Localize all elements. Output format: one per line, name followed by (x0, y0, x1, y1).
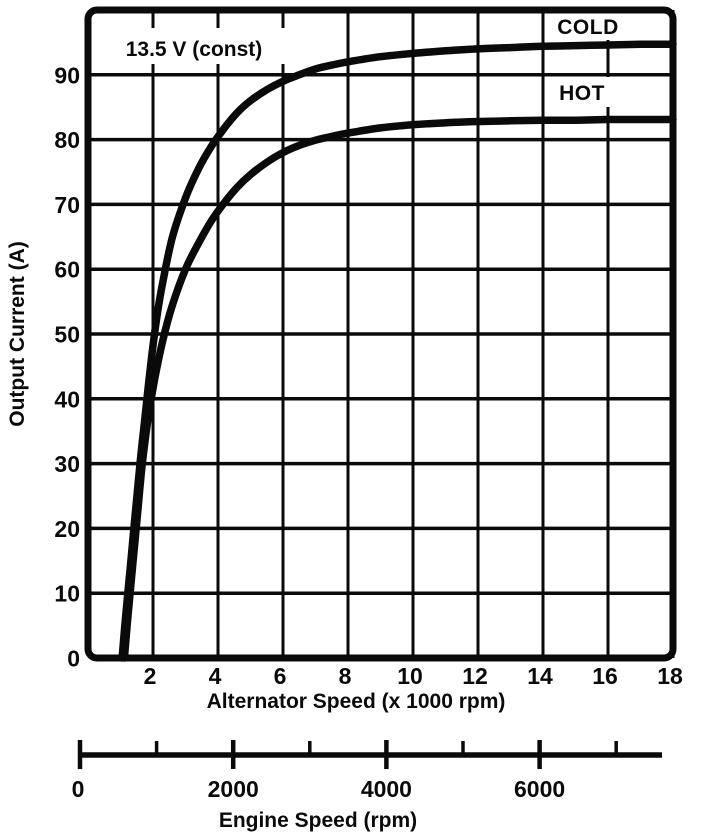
x-tick-label: 16 (592, 663, 618, 689)
hot-curve (120, 115, 677, 662)
engine-tick-label: 2000 (208, 776, 259, 802)
axis-tick-labels: 0 10 20 30 40 50 60 70 80 90 2 4 6 8 10 12 14 16 18 (54, 62, 683, 689)
engine-tick-label: 4000 (361, 776, 412, 802)
engine-tick-label: 6000 (514, 776, 565, 802)
engine-axis-title: Engine Speed (rpm) (219, 809, 417, 832)
hot-series-label: HOT (559, 82, 605, 105)
engine-speed-axis: 0 2000 4000 6000 (72, 740, 662, 802)
y-tick-label: 10 (54, 581, 80, 607)
annotation-mask (94, 28, 294, 64)
y-tick-label: 80 (54, 127, 80, 153)
x-tick-label: 2 (144, 663, 157, 689)
x-tick-label: 8 (339, 663, 352, 689)
y-tick-label: 0 (67, 646, 80, 672)
x-tick-label: 4 (209, 663, 222, 689)
plot-frame (84, 6, 677, 662)
y-tick-label: 60 (54, 257, 80, 283)
y-tick-label: 50 (54, 322, 80, 348)
x-tick-label: 18 (657, 663, 683, 689)
cold-label-mask (545, 13, 631, 40)
hot-label-mask (550, 77, 614, 107)
y-tick-label: 70 (54, 192, 80, 218)
x-tick-label: 12 (462, 663, 488, 689)
x-tick-label: 6 (274, 663, 287, 689)
engine-tick-label: 0 (72, 776, 85, 802)
y-axis-title: Output Current (A) (6, 241, 29, 426)
y-tick-label: 20 (54, 516, 80, 542)
x-tick-label: 14 (527, 663, 553, 689)
y-tick-label: 90 (54, 62, 80, 88)
y-tick-label: 40 (54, 386, 80, 412)
data-curves (118, 40, 677, 662)
grid-lines (88, 10, 675, 658)
cold-series-label: COLD (557, 16, 619, 39)
voltage-annotation: 13.5 V (const) (126, 38, 263, 61)
x-tick-label: 10 (397, 663, 423, 689)
cold-curve (118, 40, 677, 662)
y-tick-label: 30 (54, 451, 80, 477)
x-axis-title: Alternator Speed (x 1000 rpm) (207, 690, 506, 713)
